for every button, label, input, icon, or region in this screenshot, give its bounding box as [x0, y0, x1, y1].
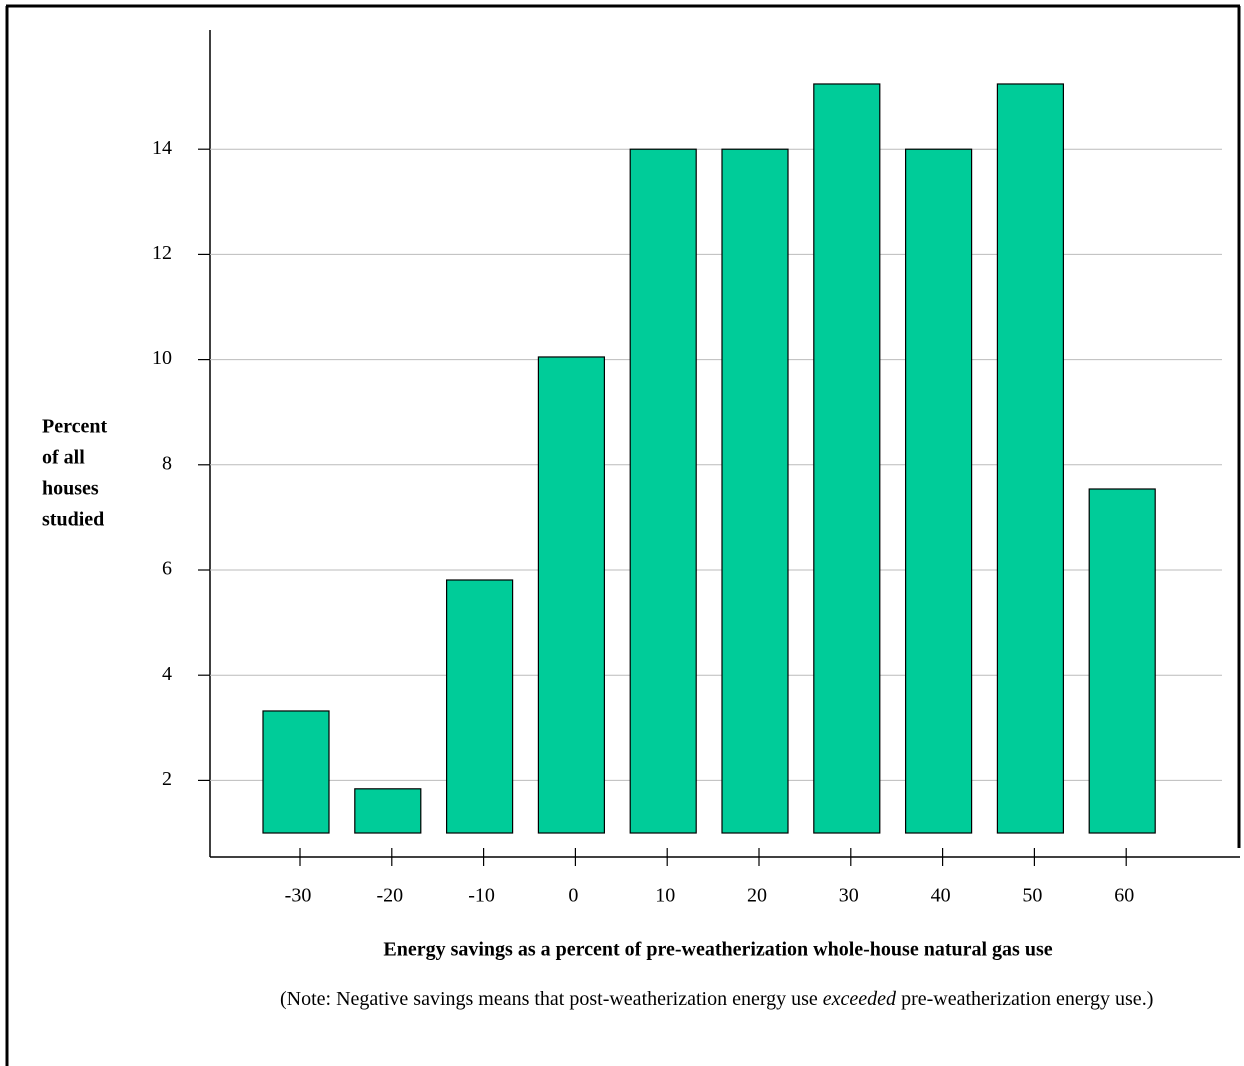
note-text: (Note: Negative savings means that post-…	[280, 988, 823, 1010]
bar	[721, 148, 789, 834]
bar	[996, 83, 1065, 834]
bar	[354, 788, 422, 834]
y-tick-label: 8	[162, 452, 172, 474]
x-tick-label: 0	[568, 885, 578, 907]
x-tick-label: -20	[376, 885, 403, 907]
x-tick-label: 50	[1022, 885, 1042, 907]
y-axis-title: of all	[42, 447, 85, 469]
x-tick-label: 40	[931, 885, 951, 907]
note-emphasis: exceeded	[822, 988, 897, 1010]
y-tick-label: 10	[152, 347, 172, 369]
y-tick-label: 12	[152, 242, 172, 264]
bar	[904, 148, 973, 834]
bar	[813, 83, 881, 834]
note-text: pre-weatherization energy use.)	[896, 988, 1154, 1010]
y-tick-label: 2	[162, 768, 172, 790]
bar	[262, 710, 330, 834]
x-tick-label: 30	[839, 885, 859, 907]
bar	[537, 356, 606, 834]
bar	[629, 148, 697, 834]
x-tick-label: 10	[655, 885, 675, 907]
y-axis-title: studied	[42, 509, 104, 531]
x-tick-label: 60	[1114, 885, 1134, 907]
x-tick-label: -30	[285, 885, 312, 907]
note: (Note: Negative savings means that post-…	[280, 985, 1160, 1014]
x-tick-label: -10	[468, 885, 495, 907]
y-axis-title: houses	[42, 478, 99, 500]
x-tick-label: 20	[747, 885, 767, 907]
y-tick-label: 14	[152, 137, 172, 159]
y-tick-label: 6	[162, 558, 172, 580]
bar	[1088, 488, 1156, 834]
y-tick-label: 4	[162, 663, 172, 685]
y-axis-title: Percent	[42, 416, 107, 438]
x-axis-title: Energy savings as a percent of pre-weath…	[383, 939, 1052, 961]
bar	[446, 579, 514, 834]
